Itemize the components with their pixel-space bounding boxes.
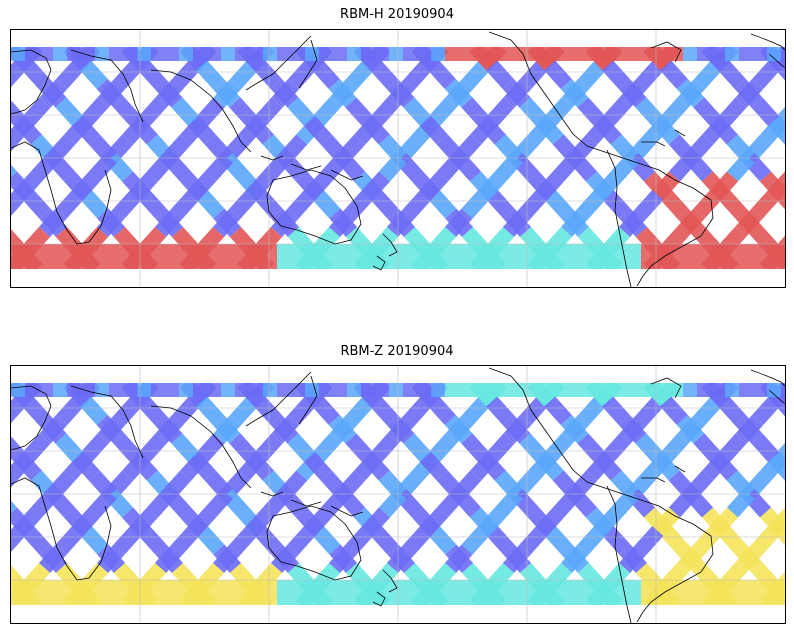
swath-layer [11,47,785,269]
panel-title: RBM-Z 20190904 [340,344,454,359]
panel-title: RBM-H 20190904 [340,7,454,22]
panel-rbm-h: RBM-H 20190904 [0,0,794,300]
coastlines [11,367,785,623]
swath-map [11,366,785,623]
swath-map [11,30,785,287]
map-frame [10,29,786,288]
graticule [11,30,785,287]
coastlines [11,31,785,287]
panel-rbm-z: RBM-Z 20190904 [0,330,794,630]
swath-layer [11,383,785,605]
map-frame [10,365,786,624]
